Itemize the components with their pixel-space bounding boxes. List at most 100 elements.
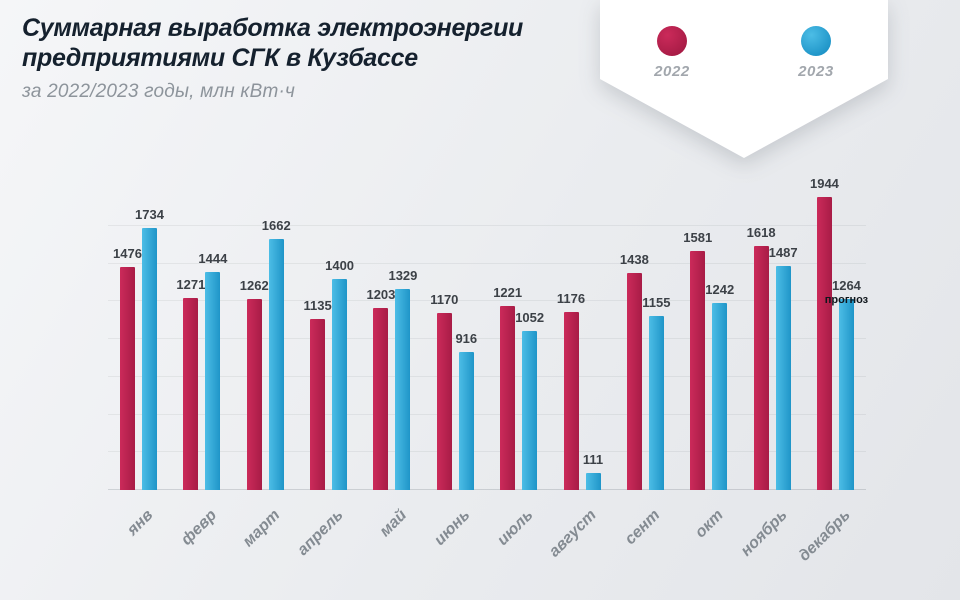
- value-label: 1176: [556, 291, 586, 307]
- gridline: [108, 262, 866, 264]
- bar-2023-май: 1329: [388, 268, 417, 490]
- chart-title-line1: Суммарная выработка электроэнергии: [22, 14, 524, 42]
- value-label: 1734: [135, 207, 164, 223]
- value-label: 1476: [113, 246, 142, 262]
- bar-2023: [268, 239, 284, 490]
- value-label: 1581: [683, 230, 713, 246]
- value-label: 1444: [198, 251, 228, 266]
- bar-2022: [753, 245, 769, 490]
- value-label: 1618: [746, 224, 776, 240]
- legend-label-2022: 2022: [654, 63, 690, 80]
- value-label: 1487: [768, 244, 798, 260]
- value-label: 1170: [430, 292, 459, 308]
- month-label: янв: [124, 506, 157, 539]
- bar-2022: [246, 299, 262, 490]
- bar-group-окт: 1581 1242 окт: [683, 230, 734, 541]
- chart-title-line2: предприятиями СГК в Кузбассе: [22, 43, 418, 72]
- gridline: [108, 375, 866, 377]
- bar-2023: [395, 289, 411, 490]
- bar-2022-апрель: 1135: [303, 298, 332, 490]
- bar-2022-март: 1262: [240, 278, 269, 490]
- bar-group-февр: 1271 1444 февр: [176, 251, 227, 549]
- legend: 2022 2023: [600, 0, 888, 158]
- bar-2022: [310, 318, 326, 490]
- value-label: 1203: [366, 287, 396, 303]
- value-label: 1944: [809, 175, 839, 191]
- forecast-label: прогноз: [824, 294, 869, 307]
- bar-group-апрель: 1135 1400 апрель: [294, 258, 354, 559]
- gridline: [108, 338, 866, 339]
- bar-2022-июнь: 1170: [430, 292, 458, 490]
- bar-2022: [500, 305, 516, 490]
- month-label: декабрь: [795, 506, 854, 565]
- bar-group-август: 1176 111 август: [546, 291, 604, 560]
- month-label: июль: [494, 506, 537, 549]
- bar-2022-окт: 1581: [683, 230, 712, 490]
- bar-2023: [838, 299, 854, 490]
- legend-item-2022: 2022: [600, 26, 744, 80]
- bar-group-июль: 1221 1052 июль: [493, 285, 544, 549]
- bar-2022: [690, 251, 706, 490]
- month-label: ноябрь: [737, 506, 791, 560]
- value-label: 1262: [239, 278, 269, 294]
- bar-2022-ноябрь: 1618: [747, 225, 776, 490]
- bar-2023-декабрь: 1264 прогноз: [825, 278, 868, 490]
- value-label: 1438: [619, 251, 649, 267]
- bar-2022: [816, 196, 832, 490]
- bar-2022: [436, 313, 452, 490]
- legend-item-2023: 2023: [744, 26, 888, 80]
- bar-2023: [522, 331, 538, 490]
- value-label: 1221: [493, 284, 523, 300]
- bar-2023: [712, 302, 728, 490]
- bar-group-янв: 1476 1734 янв: [113, 207, 164, 539]
- gridline: [108, 224, 866, 226]
- bar-group-декабрь: 1944 1264 прогноз декабрь: [796, 176, 869, 565]
- bar-2022-август: 1176: [557, 291, 585, 490]
- month-label: окт: [692, 506, 727, 542]
- legend-dot-2023: [801, 26, 831, 56]
- bar-2022-сент: 1438: [620, 252, 649, 490]
- bar-group-сент: 1438 1155 сент: [620, 252, 671, 548]
- month-label: сент: [622, 506, 664, 549]
- gridline: [108, 300, 866, 302]
- chart-subtitle: за 2022/2023 годы, млн кВт·ч: [22, 81, 296, 102]
- value-label: 1052: [515, 310, 545, 326]
- gridline: [108, 451, 866, 453]
- value-label: 111: [582, 452, 604, 468]
- plot-area: 1476 1734 янв 1271 1444 февр 1262 1662 март 1135 1…: [108, 176, 869, 565]
- gridline: [108, 489, 866, 490]
- bar-2022: [120, 267, 135, 490]
- bar-2023: [458, 351, 474, 490]
- month-label: февр: [177, 506, 221, 549]
- bar-2023-июль: 1052: [515, 310, 544, 490]
- value-label: 1662: [261, 218, 291, 233]
- bar-2023-апрель: 1400: [325, 258, 354, 490]
- bar-2022: [563, 312, 579, 490]
- bar-group-июнь: 1170 916 июнь: [430, 292, 477, 549]
- bar-group-май: 1203 1329 май: [366, 268, 417, 540]
- bar-2023-сент: 1155: [642, 295, 670, 490]
- bar-2023: [775, 265, 791, 490]
- month-label: август: [546, 506, 601, 561]
- bar-2022-февр: 1271: [176, 277, 205, 490]
- legend-dot-2022: [657, 26, 687, 56]
- bar-2023: [205, 272, 221, 490]
- month-label: март: [239, 506, 284, 551]
- value-label: 1135: [303, 297, 332, 313]
- bar-group-ноябрь: 1618 1487 ноябрь: [737, 225, 797, 560]
- bar-2023-окт: 1242: [705, 282, 734, 490]
- bar-2022: [373, 308, 389, 490]
- month-label: май: [376, 506, 411, 541]
- value-label: 1400: [325, 257, 355, 273]
- bar-2023-июнь: 916: [455, 331, 477, 490]
- chart-header: Суммарная выработка электроэнергии предп…: [22, 14, 582, 103]
- value-label: 1155: [642, 294, 671, 310]
- bar-2023-март: 1662: [262, 218, 291, 490]
- chart-title: Суммарная выработка электроэнергии предп…: [22, 14, 582, 73]
- value-label: 916: [455, 330, 478, 346]
- legend-ribbon: 2022 2023: [600, 0, 888, 158]
- bar-2023-февр: 1444: [198, 251, 227, 490]
- month-label: апрель: [294, 506, 347, 559]
- bar-2022-декабрь: 1944: [810, 176, 839, 490]
- bar-2022: [626, 272, 642, 490]
